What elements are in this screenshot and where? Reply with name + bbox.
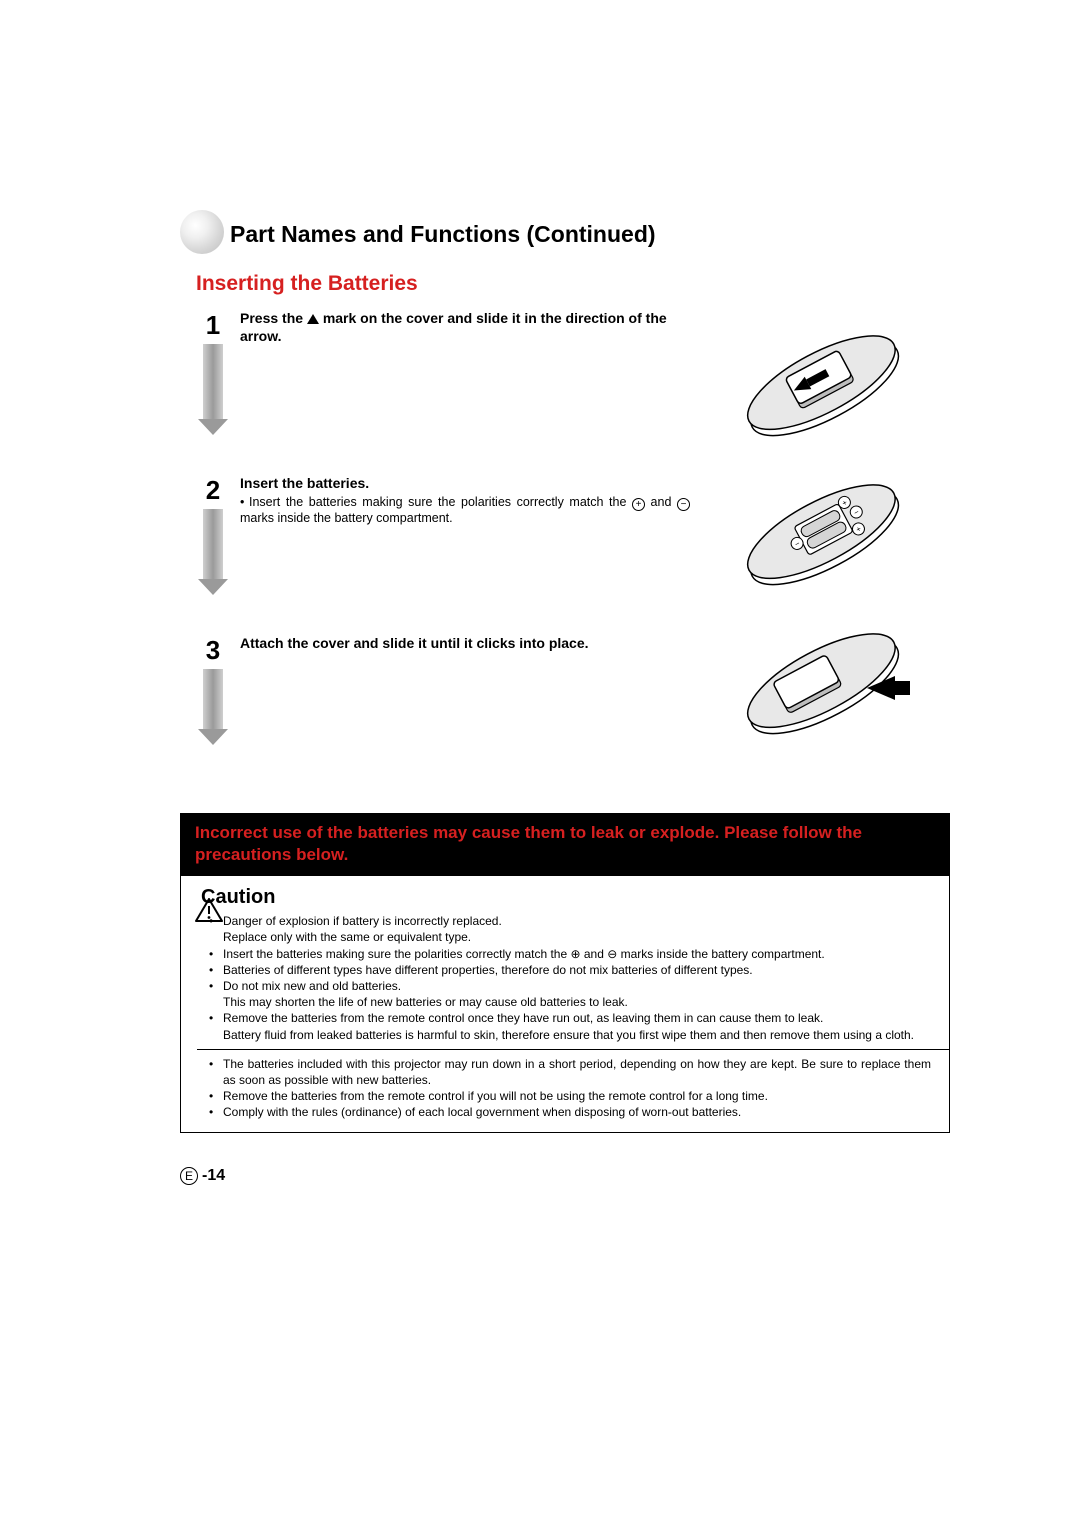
page-header: Part Names and Functions (Continued) [180, 210, 950, 254]
caution-item: Batteries of different types have differ… [223, 962, 931, 978]
step-2-subtext: •Insert the batteries making sure the po… [240, 495, 690, 527]
section-title: Inserting the Batteries [196, 272, 950, 296]
remote-insert-batteries-illustration: + + − − [720, 459, 920, 594]
page-number-value: -14 [202, 1167, 225, 1185]
step-arrow-icon [203, 344, 223, 419]
caution-item: Remove the batteries from the remote con… [223, 1010, 931, 1026]
caution-banner: Incorrect use of the batteries may cause… [181, 814, 949, 876]
caution-item: Remove the batteries from the remote con… [223, 1088, 931, 1104]
remote-close-cover-illustration [720, 608, 920, 743]
plus-polarity-icon: + [632, 498, 645, 511]
step-2: 2 Insert the batteries. •Insert the batt… [196, 475, 690, 595]
caution-item: Danger of explosion if battery is incorr… [223, 913, 931, 929]
caution-item: The batteries included with this project… [223, 1056, 931, 1088]
caution-item: Insert the batteries making sure the pol… [223, 946, 931, 962]
caution-item: Battery fluid from leaked batteries is h… [223, 1027, 931, 1043]
step-3-number: 3 [196, 635, 230, 669]
caution-item: Do not mix new and old batteries. [223, 978, 931, 994]
step-2-number: 2 [196, 475, 230, 509]
caution-heading: Caution [181, 876, 949, 913]
remote-slide-cover-illustration [720, 310, 920, 445]
divider [197, 1049, 949, 1050]
minus-polarity-icon: − [677, 498, 690, 511]
page-number-prefix: E [180, 1167, 198, 1185]
illustration-column: + + − − [720, 310, 950, 785]
page-number: E -14 [180, 1167, 950, 1185]
step-arrowhead-icon [198, 419, 228, 435]
header-title: Part Names and Functions (Continued) [230, 221, 656, 254]
step-arrow-icon [203, 509, 223, 579]
step-1-number: 1 [196, 310, 230, 344]
step-1: 1 Press the mark on the cover and slide … [196, 310, 690, 435]
caution-item: Comply with the rules (ordinance) of eac… [223, 1104, 931, 1120]
caution-item: This may shorten the life of new batteri… [223, 994, 931, 1010]
step-1-text: Press the mark on the cover and slide it… [240, 310, 667, 344]
step-arrowhead-icon [198, 729, 228, 745]
step-3-text: Attach the cover and slide it until it c… [240, 635, 589, 651]
triangle-up-icon [307, 314, 319, 324]
step-2-text: Insert the batteries. [240, 475, 369, 491]
step-arrowhead-icon [198, 579, 228, 595]
step-arrow-icon [203, 669, 223, 729]
step-3: 3 Attach the cover and slide it until it… [196, 635, 690, 745]
header-bubble-icon [180, 210, 224, 254]
caution-item: Replace only with the same or equivalent… [223, 929, 931, 945]
caution-box: Incorrect use of the batteries may cause… [180, 813, 950, 1133]
caution-list-1: Danger of explosion if battery is incorr… [181, 913, 949, 1132]
